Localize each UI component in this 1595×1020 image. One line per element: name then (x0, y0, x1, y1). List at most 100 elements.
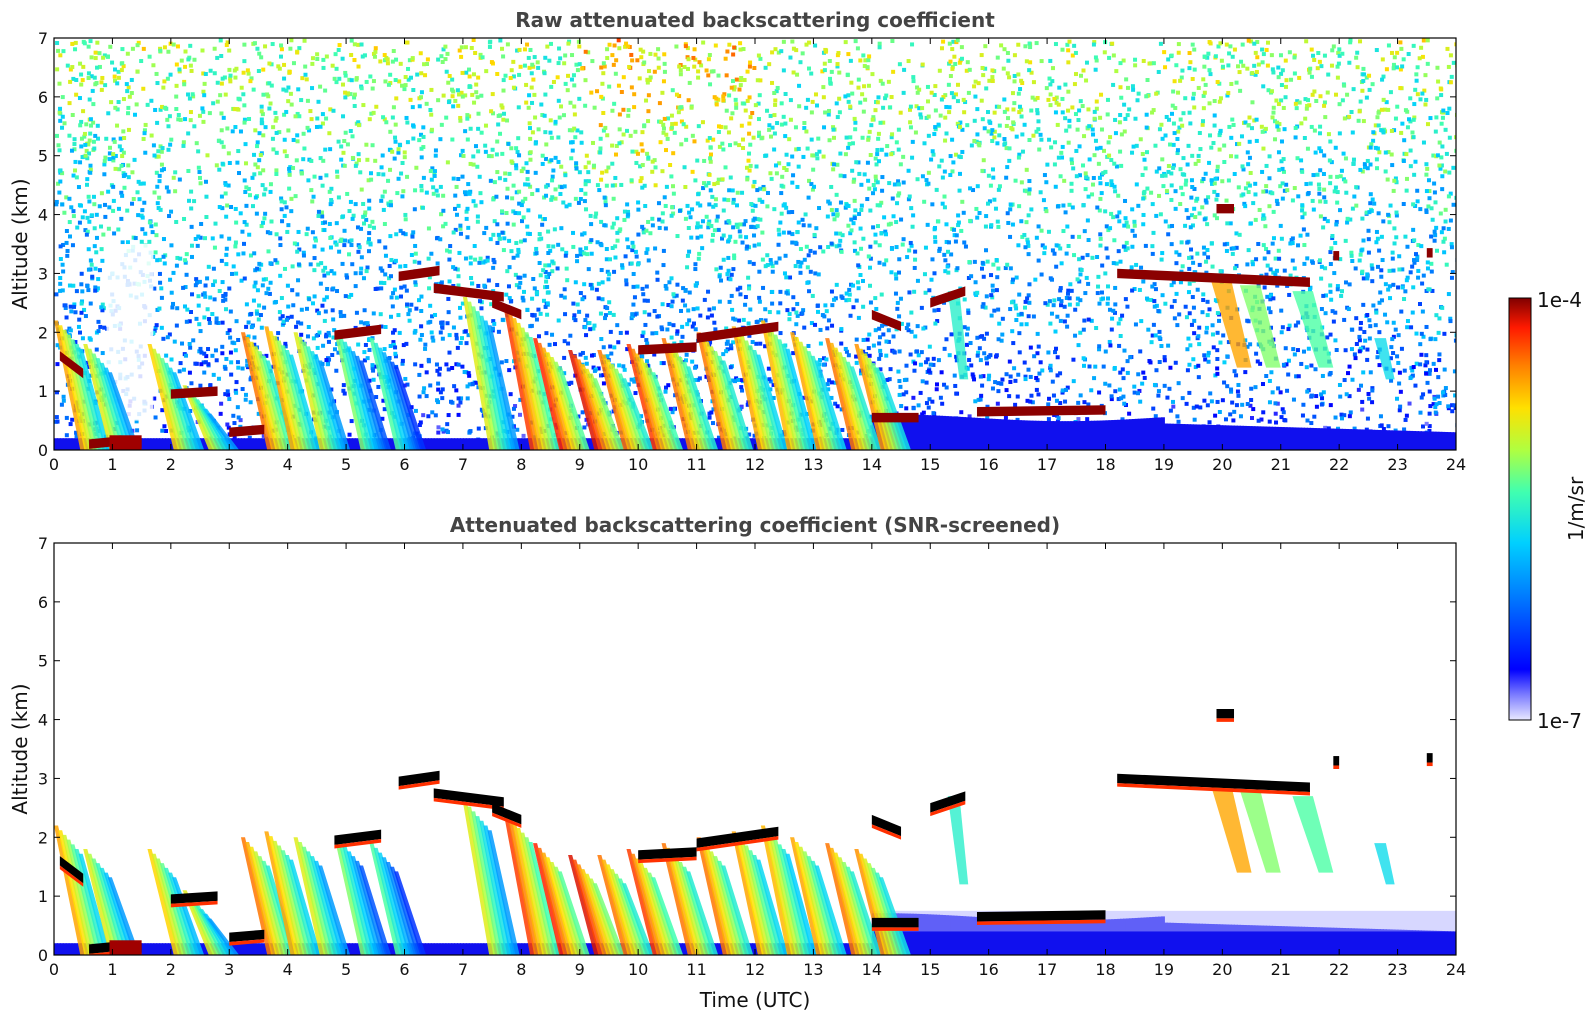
speckle (335, 169, 340, 174)
speckle (894, 140, 899, 145)
speckle (1036, 258, 1041, 263)
speckle (929, 277, 934, 282)
speckle (1360, 269, 1365, 274)
speckle (116, 227, 121, 232)
speckle (947, 110, 952, 115)
speckle (413, 362, 418, 367)
speckle (604, 183, 609, 188)
speckle (873, 232, 878, 237)
speckle (456, 283, 461, 288)
speckle (1265, 63, 1270, 68)
speckle (1162, 383, 1167, 388)
speckle (160, 408, 165, 413)
speckle (296, 262, 301, 267)
speckle (848, 135, 853, 140)
speckle (1391, 268, 1396, 273)
speckle (498, 131, 503, 136)
speckle (1362, 72, 1367, 77)
speckle (334, 80, 339, 85)
speckle (707, 219, 712, 224)
speckle (675, 282, 680, 287)
speckle (752, 233, 757, 238)
speckle (989, 313, 994, 318)
speckle (331, 317, 336, 322)
speckle (1405, 125, 1410, 130)
speckle (640, 148, 645, 153)
speckle (901, 90, 906, 95)
speckle (268, 101, 273, 106)
speckle (1401, 57, 1406, 62)
speckle (722, 197, 727, 202)
speckle (756, 242, 761, 247)
speckle (159, 149, 164, 154)
speckle (757, 130, 762, 135)
speckle (1060, 96, 1065, 101)
speckle (365, 157, 370, 162)
speckle (553, 187, 558, 192)
speckle (73, 40, 78, 45)
speckle (793, 264, 798, 269)
speckle (436, 57, 441, 62)
speckle (641, 292, 646, 297)
speckle (1283, 418, 1288, 423)
speckle (1173, 106, 1178, 111)
speckle (217, 204, 222, 209)
speckle (664, 286, 669, 291)
speckle (228, 73, 233, 78)
speckle (446, 367, 451, 372)
speckle (464, 209, 469, 214)
speckle (714, 218, 719, 223)
speckle (212, 46, 217, 51)
speckle (466, 182, 471, 187)
speckle (835, 64, 840, 69)
speckle (995, 219, 1000, 224)
speckle (909, 310, 914, 315)
speckle (1432, 229, 1437, 234)
speckle (227, 67, 232, 72)
speckle (875, 152, 880, 157)
speckle (119, 216, 124, 221)
speckle (711, 306, 716, 311)
speckle (1041, 198, 1046, 203)
speckle (1084, 275, 1089, 280)
speckle (371, 51, 376, 56)
speckle (1175, 323, 1180, 328)
speckle (336, 350, 341, 355)
speckle (1283, 95, 1288, 100)
speckle (371, 225, 376, 230)
speckle (852, 116, 857, 121)
speckle (544, 184, 549, 189)
speckle (553, 155, 558, 160)
speckle (955, 121, 960, 126)
speckle (337, 76, 342, 81)
speckle (640, 286, 645, 291)
speckle (391, 340, 396, 345)
speckle (1358, 252, 1363, 257)
speckle (1186, 336, 1191, 341)
speckle (1007, 359, 1012, 364)
speckle (396, 147, 401, 152)
speckle (1297, 75, 1302, 80)
speckle (259, 224, 264, 229)
speckle (54, 199, 59, 204)
speckle (352, 95, 357, 100)
speckle (1357, 338, 1362, 343)
speckle (619, 89, 624, 94)
speckle (1396, 360, 1401, 365)
speckle (1206, 51, 1211, 56)
speckle (563, 253, 568, 258)
speckle (1370, 266, 1375, 271)
speckle (1369, 142, 1374, 147)
speckle (302, 146, 307, 151)
speckle (592, 105, 597, 110)
speckle (1435, 65, 1440, 70)
speckle (223, 191, 228, 196)
speckle (1453, 393, 1456, 398)
speckle (1279, 330, 1284, 335)
speckle (67, 101, 72, 106)
speckle (446, 80, 451, 85)
speckle (1444, 151, 1449, 156)
speckle (636, 200, 641, 205)
speckle (950, 169, 955, 174)
speckle (352, 92, 357, 97)
